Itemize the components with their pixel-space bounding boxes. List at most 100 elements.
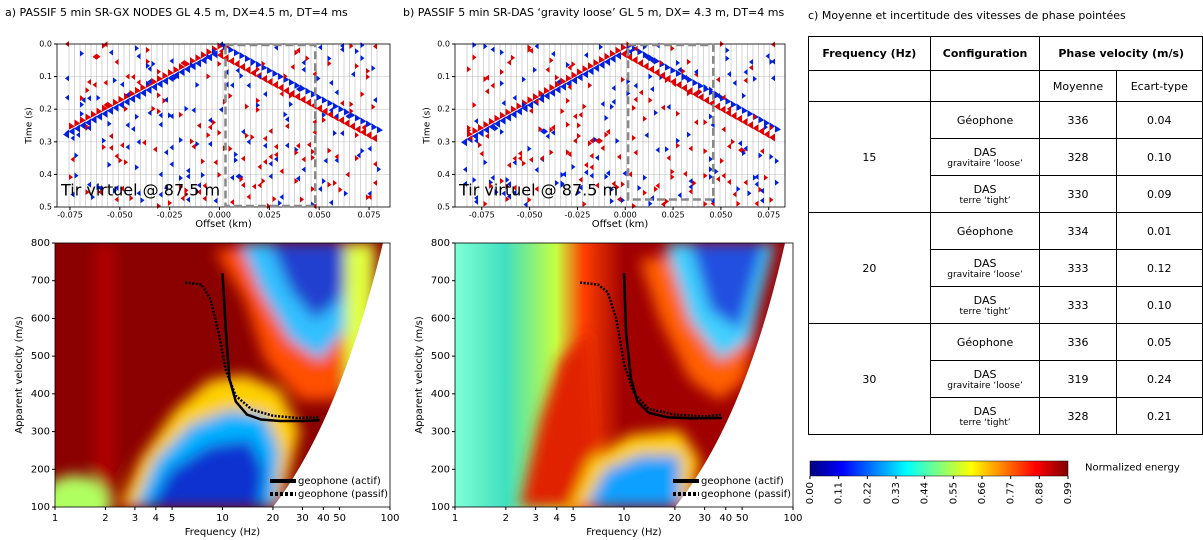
trace-wiggle <box>534 98 539 105</box>
trace-wiggle <box>200 56 207 65</box>
trace-wiggle <box>654 57 660 65</box>
y-tick-label: 300 <box>431 427 450 438</box>
trace-wiggle <box>529 107 533 114</box>
y-tick-label: 0.1 <box>39 72 52 81</box>
trace-wiggle <box>366 73 370 80</box>
trace-wiggle <box>118 95 125 103</box>
trace-wiggle <box>758 116 765 124</box>
trace-wiggle <box>98 185 102 192</box>
trace-wiggle <box>344 190 348 197</box>
trace-wiggle <box>500 80 504 87</box>
trace-wiggle <box>683 170 687 177</box>
trace-wiggle <box>511 105 517 113</box>
trace-wiggle <box>566 74 572 82</box>
trace-wiggle <box>114 58 119 65</box>
trace-wiggle <box>65 75 69 82</box>
trace-wiggle <box>754 200 759 207</box>
trace-wiggle <box>311 148 315 155</box>
trace-wiggle <box>632 105 636 112</box>
trace-wiggle <box>692 90 698 99</box>
x-tick-label: 0.000 <box>614 211 637 220</box>
trace-wiggle <box>195 188 200 195</box>
trace-wiggle <box>688 183 693 190</box>
trace-wiggle <box>760 148 764 155</box>
trace-wiggle <box>228 46 235 54</box>
trace-wiggle <box>65 94 69 101</box>
trace-wiggle <box>637 185 642 192</box>
colorbar-tick-label: 0.11 <box>834 482 845 504</box>
trace-wiggle <box>655 182 660 189</box>
legend-label: geophone (actif) <box>701 476 784 487</box>
trace-wiggle <box>85 118 91 127</box>
trace-wiggle <box>576 73 583 82</box>
trace-wiggle <box>85 87 90 94</box>
config: DAS <box>973 145 997 159</box>
trace-wiggle <box>725 47 730 54</box>
trace-wiggle <box>179 111 183 118</box>
trace-wiggle <box>296 86 300 93</box>
trace-wiggle <box>349 122 355 131</box>
y-tick-label: 400 <box>31 389 50 400</box>
trace-wiggle <box>571 61 576 68</box>
std-cell: 0.21 <box>1115 397 1203 435</box>
trace-wiggle <box>529 101 533 108</box>
config-cell: Géophone <box>929 323 1041 361</box>
y-tick-label: 0.2 <box>437 105 450 114</box>
y-tick-label: 500 <box>431 351 450 362</box>
trace-wiggle <box>522 160 526 167</box>
trace-wiggle <box>556 78 561 85</box>
trace-wiggle <box>573 137 577 144</box>
config: Géophone <box>956 335 1014 349</box>
trace-wiggle <box>234 49 240 57</box>
trace-wiggle <box>505 176 510 183</box>
trace-wiggle <box>329 107 333 114</box>
mean-cell: 328 <box>1039 397 1117 435</box>
trace-wiggle <box>294 49 299 56</box>
trace-wiggle <box>109 144 113 151</box>
trace-wiggle <box>283 73 288 80</box>
trace-wiggle <box>234 151 238 158</box>
trace-wiggle <box>763 130 770 139</box>
trace-wiggle <box>257 182 262 189</box>
trace-wiggle <box>578 111 583 118</box>
trace-wiggle <box>114 196 119 203</box>
trace-wiggle <box>186 196 190 203</box>
trace-wiggle <box>151 77 158 85</box>
trace-wiggle <box>107 106 113 115</box>
trace-wiggle <box>505 113 511 122</box>
trace-wiggle <box>301 59 306 66</box>
trace-wiggle <box>489 117 495 125</box>
trace-wiggle <box>277 83 284 92</box>
x-tick-label: 0.050 <box>308 211 331 220</box>
trace-wiggle <box>716 92 720 99</box>
trace-wiggle <box>118 157 123 164</box>
trace-wiggle <box>611 85 616 92</box>
config: DAS <box>973 256 997 270</box>
x-tick-label: 100 <box>380 513 399 524</box>
trace-wiggle <box>643 115 647 122</box>
trace-wiggle <box>467 66 471 73</box>
trace-wiggle <box>125 144 130 151</box>
trace-wiggle <box>687 131 691 138</box>
trace-wiggle <box>688 145 693 152</box>
trace-wiggle <box>676 110 680 117</box>
trace-wiggle <box>365 131 372 140</box>
subheader-cell: Moyenne <box>1039 70 1117 102</box>
trace-wiggle <box>360 147 365 154</box>
colorbar-tick-label: 0.00 <box>805 482 816 504</box>
trace-wiggle <box>206 73 211 80</box>
trace-wiggle <box>507 193 511 200</box>
trace-wiggle <box>543 91 550 100</box>
trace-wiggle <box>327 181 332 188</box>
y-tick-label: 100 <box>31 502 50 513</box>
trace-wiggle <box>769 124 774 131</box>
trace-wiggle <box>294 178 299 185</box>
colorbar-tick-label: 0.66 <box>977 482 988 504</box>
trace-wiggle <box>584 52 588 59</box>
trace-wiggle <box>197 182 201 189</box>
trace-wiggle <box>257 163 262 170</box>
trace-wiggle <box>661 201 665 208</box>
trace-wiggle <box>327 147 332 154</box>
trace-wiggle <box>80 101 84 108</box>
trace-wiggle <box>642 62 649 71</box>
